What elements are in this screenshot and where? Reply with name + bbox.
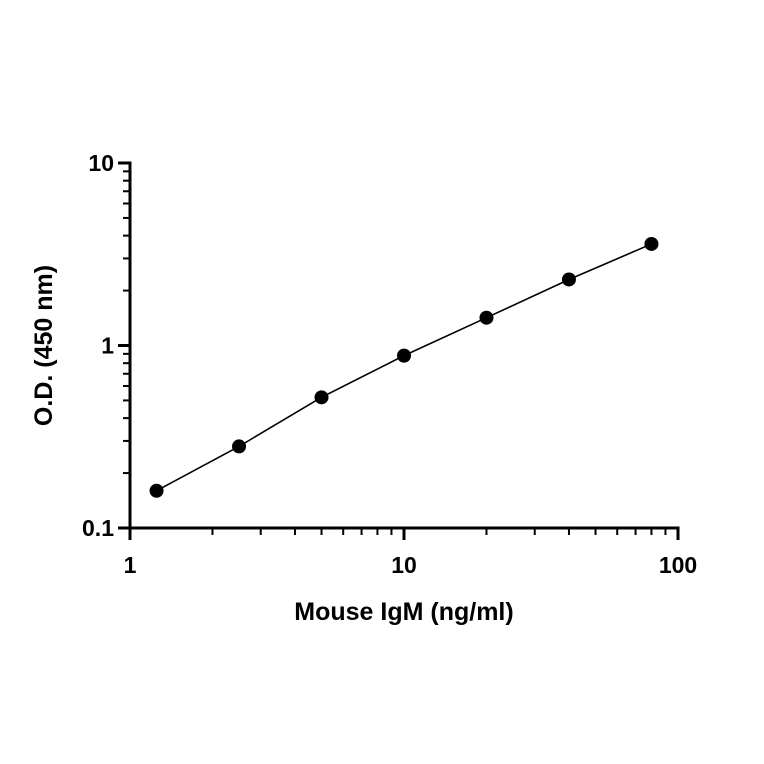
data-point bbox=[644, 236, 659, 251]
x-tick-label: 10 bbox=[391, 552, 417, 578]
y-major-ticks bbox=[118, 161, 130, 530]
data-point bbox=[397, 348, 411, 363]
y-axis-title: O.D. (450 nm) bbox=[30, 265, 58, 426]
y-tick-label: 10 bbox=[88, 150, 114, 176]
x-tick-label: 1 bbox=[124, 552, 137, 578]
data-point bbox=[479, 310, 494, 325]
data-point bbox=[314, 390, 329, 405]
x-major-ticks bbox=[128, 528, 680, 540]
data-point bbox=[232, 439, 247, 454]
x-tick-label: 100 bbox=[659, 552, 697, 578]
data-points bbox=[149, 236, 659, 498]
fit-curve bbox=[156, 243, 652, 492]
data-point bbox=[149, 483, 164, 498]
data-point bbox=[561, 272, 576, 287]
y-tick-label: 1 bbox=[101, 333, 114, 359]
x-axis-title: Mouse IgM (ng/ml) bbox=[294, 598, 513, 626]
y-tick-label: 0.1 bbox=[82, 515, 114, 541]
